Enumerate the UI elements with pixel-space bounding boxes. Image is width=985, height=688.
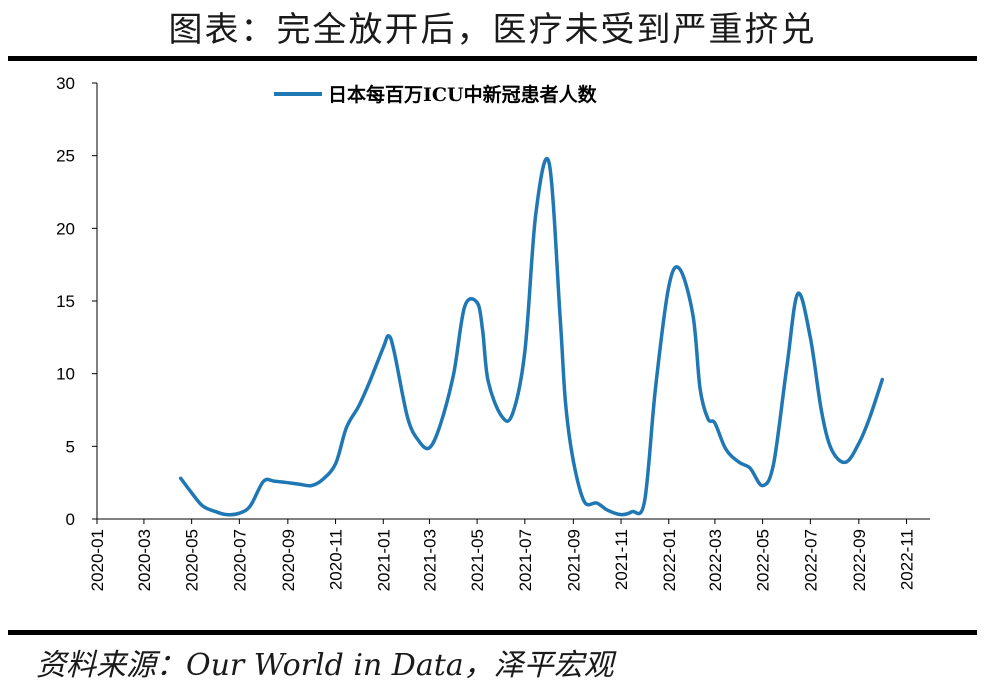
x-tick-label: 2020-09 [279,529,298,591]
x-tick-label: 2020-11 [327,529,346,590]
x-tick-label: 2021-05 [468,529,487,591]
source-note: 资料来源：Our World in Data，泽平宏观 [36,648,614,683]
x-tick-label: 2022-09 [850,529,869,591]
x-tick-label: 2020-01 [88,529,107,591]
bottom-rule [8,630,977,635]
x-tick-label: 2020-05 [183,529,202,591]
x-tick-label: 2021-01 [374,529,393,591]
x-tick-label: 2021-11 [612,529,631,590]
y-tick-label: 10 [56,365,75,384]
x-tick-label: 2021-09 [564,529,583,591]
legend: 日本每百万ICU中新冠患者人数 [274,83,598,106]
x-tick-label: 2022-11 [898,529,917,590]
x-tick-label: 2022-05 [754,529,773,591]
y-tick-label: 30 [56,74,75,93]
chart-title: 图表：完全放开后，医疗未受到严重挤兑 [168,10,817,50]
x-tick-label: 2021-07 [516,529,535,591]
y-tick-label: 25 [56,147,75,166]
y-tick-label: 15 [56,292,75,311]
x-tick-label: 2022-01 [660,529,679,591]
legend-label: 日本每百万ICU中新冠患者人数 [328,83,598,106]
x-tick-label: 2021-03 [420,529,439,591]
top-rule [8,56,977,61]
y-tick-label: 0 [66,510,75,529]
series-line [178,156,885,517]
y-tick-label: 5 [66,437,75,456]
x-tick-label: 2022-03 [706,529,725,591]
x-tick-label: 2020-03 [135,529,154,591]
x-tick-label: 2022-07 [801,529,820,591]
x-tick-label: 2020-07 [230,529,249,591]
y-tick-label: 20 [56,219,75,238]
